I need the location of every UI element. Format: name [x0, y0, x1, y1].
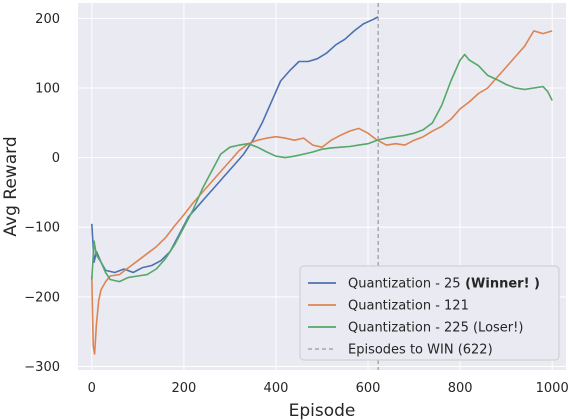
x-tick-label: 400 [264, 381, 289, 396]
y-tick-label: 200 [35, 12, 60, 27]
legend-label: Episodes to WIN (622) [348, 343, 493, 358]
x-tick-label: 0 [88, 381, 96, 396]
series-lines [91, 16, 553, 355]
x-tick-label: 800 [448, 381, 473, 396]
legend-label: Quantization - 121 [348, 299, 469, 314]
series-line-2 [91, 53, 553, 283]
x-tick-labels: 0 200 400 600 800 1000 [88, 381, 568, 396]
legend-label: Quantization - 25 (Winner! ) [348, 277, 540, 292]
x-tick-label: 200 [171, 381, 196, 396]
grid [78, 3, 566, 370]
series-line-1 [91, 30, 553, 355]
legend-box [299, 265, 560, 361]
x-axis-label: Episode [289, 401, 356, 420]
y-tick-label: −100 [24, 221, 60, 236]
y-tick-label: 100 [35, 81, 60, 96]
x-tick-label: 600 [356, 381, 381, 396]
y-tick-label: −300 [24, 360, 60, 375]
x-tick-label: 1000 [536, 381, 568, 396]
legend-label: Quantization - 225 (Loser!) [348, 321, 523, 336]
y-tick-labels: −300 −200 −100 0 100 200 [24, 12, 60, 375]
legend: Quantization - 25 (Winner! ) Quantization… [299, 265, 560, 361]
series-line-0 [91, 16, 379, 274]
y-tick-label: −200 [24, 290, 60, 305]
y-tick-label: 0 [52, 151, 60, 166]
y-axis-label: Avg Reward [1, 136, 21, 236]
